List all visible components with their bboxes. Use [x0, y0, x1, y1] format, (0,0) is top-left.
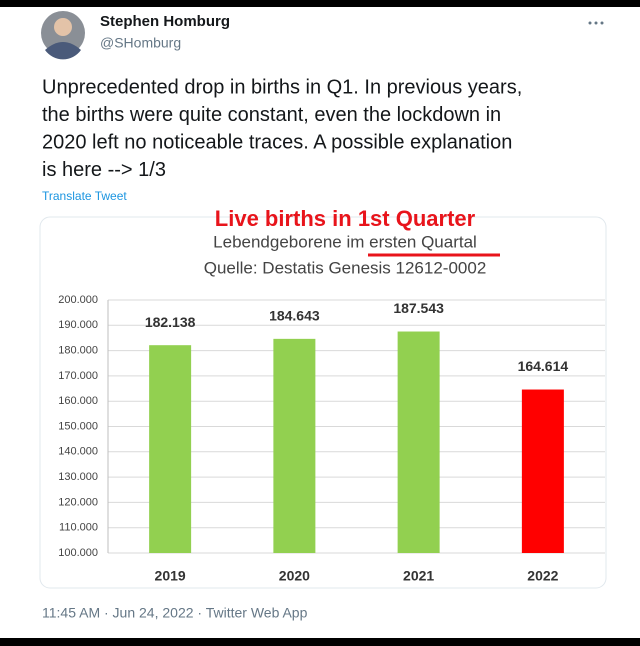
data-label: 184.643	[269, 308, 320, 324]
data-label: 164.614	[518, 358, 569, 374]
tweet-line: the births were quite constant, even the…	[42, 104, 501, 126]
data-label: 187.543	[393, 300, 444, 316]
bar	[149, 345, 192, 553]
y-tick-label: 190.000	[58, 319, 98, 331]
y-tick-label: 170.000	[58, 370, 98, 382]
x-tick-label: 2021	[403, 568, 434, 584]
translate-link[interactable]: Translate Tweet	[42, 189, 127, 203]
x-tick-label: 2019	[155, 568, 186, 584]
y-tick-label: 110.000	[59, 522, 98, 534]
tweet-text: Unprecedented drop in births in Q1. In p…	[42, 76, 522, 181]
y-tick-label: 160.000	[58, 395, 98, 407]
tweet-line: is here --> 1/3	[42, 159, 166, 181]
data-label: 182.138	[145, 314, 196, 330]
chart-title: Live births in 1st Quarter	[215, 206, 476, 231]
user-handle[interactable]: @SHomburg	[100, 35, 181, 51]
bottom-bar	[0, 638, 640, 646]
user-name[interactable]: Stephen Homburg	[100, 13, 230, 30]
bar	[273, 338, 316, 553]
x-tick-label: 2022	[527, 568, 558, 584]
y-tick-label: 140.000	[58, 446, 98, 458]
y-tick-label: 100.000	[58, 547, 98, 559]
chart-subtitle: Lebendgeborene im ersten Quartal	[213, 232, 477, 251]
avatar-body	[45, 42, 81, 60]
top-bar	[0, 0, 640, 7]
y-tick-label: 120.000	[58, 496, 98, 508]
y-tick-label: 150.000	[58, 420, 98, 432]
y-tick-label: 200.000	[58, 294, 98, 306]
plot: 100.000 110.000 120.000 130.000 140.000 150.0…	[58, 294, 605, 584]
timestamp[interactable]: 11:45 AM · Jun 24, 2022 · Twitter Web Ap…	[42, 605, 308, 621]
bar	[521, 389, 564, 553]
tweet-line: Unprecedented drop in births in Q1. In p…	[42, 76, 522, 98]
bar	[397, 331, 440, 553]
avatar-face	[54, 18, 72, 36]
tweet-line: 2020 left no noticeable traces. A possib…	[42, 131, 512, 153]
y-tick-label: 130.000	[58, 471, 98, 483]
chart-source: Quelle: Destatis Genesis 12612-0002	[204, 258, 487, 277]
more-menu[interactable]	[588, 21, 604, 25]
x-tick-label: 2020	[279, 568, 310, 584]
y-tick-label: 180.000	[58, 345, 98, 357]
